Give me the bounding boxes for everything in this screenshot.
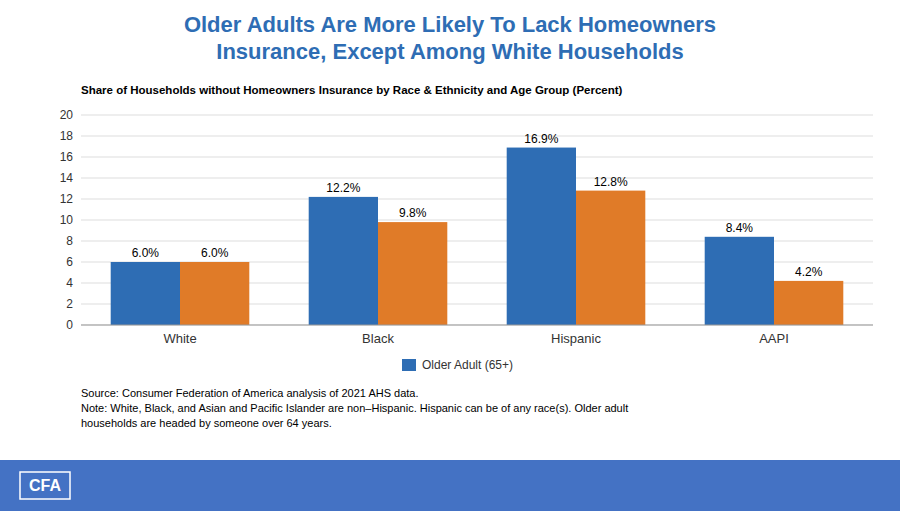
legend: Older Adult (65+) — [402, 358, 513, 372]
grid-line — [81, 220, 873, 221]
bar — [309, 197, 378, 325]
subtitle: Share of Households without Homeowners I… — [81, 84, 623, 96]
grid — [81, 115, 873, 325]
grid-line — [81, 178, 873, 179]
y-tick-label: 6 — [66, 255, 73, 269]
legend-swatch — [402, 359, 416, 371]
x-tick-label: AAPI — [759, 331, 789, 346]
title: Older Adults Are More Likely To Lack Hom… — [184, 12, 716, 64]
y-tick-label: 20 — [60, 108, 74, 122]
bar — [111, 262, 180, 325]
grid-line — [81, 325, 873, 326]
data-label: 12.8% — [594, 175, 628, 189]
data-label: 8.4% — [726, 221, 754, 235]
x-tick-label: White — [163, 331, 196, 346]
y-tick-label: 18 — [60, 129, 74, 143]
data-label: 12.2% — [326, 181, 360, 195]
data-label: 16.9% — [524, 132, 558, 146]
x-tick-label: Black — [362, 331, 394, 346]
logo-box — [20, 472, 70, 499]
y-tick-label: 0 — [66, 318, 73, 332]
y-tick-label: 8 — [66, 234, 73, 248]
grid-line — [81, 136, 873, 137]
data-label: 9.8% — [399, 206, 427, 220]
data-label: 4.2% — [795, 265, 823, 279]
logo-text: CFA — [29, 477, 61, 494]
data-label: 6.0% — [201, 246, 229, 260]
x-axis-line — [81, 325, 873, 326]
bar — [774, 281, 843, 325]
y-tick-label: 10 — [60, 213, 74, 227]
bar — [705, 237, 774, 325]
y-tick-label: 14 — [60, 171, 74, 185]
data-labels: 6.0% 12.2% 16.9% 8.4% 6.0% 9.8% 12.8% 4.2% — [132, 132, 823, 279]
bar — [378, 222, 447, 325]
bar — [576, 191, 645, 325]
y-tick-label: 12 — [60, 192, 74, 206]
source-note: Source: Consumer Federation of America a… — [81, 387, 628, 429]
bars — [111, 148, 844, 325]
y-tick-label: 2 — [66, 297, 73, 311]
chart-container: Older Adults Are More Likely To Lack Hom… — [0, 0, 900, 511]
background — [0, 0, 900, 511]
x-tick-label: Hispanic — [551, 331, 601, 346]
y-tick-label: 16 — [60, 150, 74, 164]
bar — [507, 148, 576, 325]
data-label: 6.0% — [132, 246, 160, 260]
bar — [180, 262, 249, 325]
grid-line — [81, 157, 873, 158]
grid-line — [81, 115, 873, 116]
grid-line — [81, 199, 873, 200]
footer-bar — [0, 460, 900, 511]
y-tick-label: 4 — [66, 276, 73, 290]
chart-svg: Older Adults Are More Likely To Lack Hom… — [0, 0, 900, 511]
legend-label: Older Adult (65+) — [422, 358, 513, 372]
